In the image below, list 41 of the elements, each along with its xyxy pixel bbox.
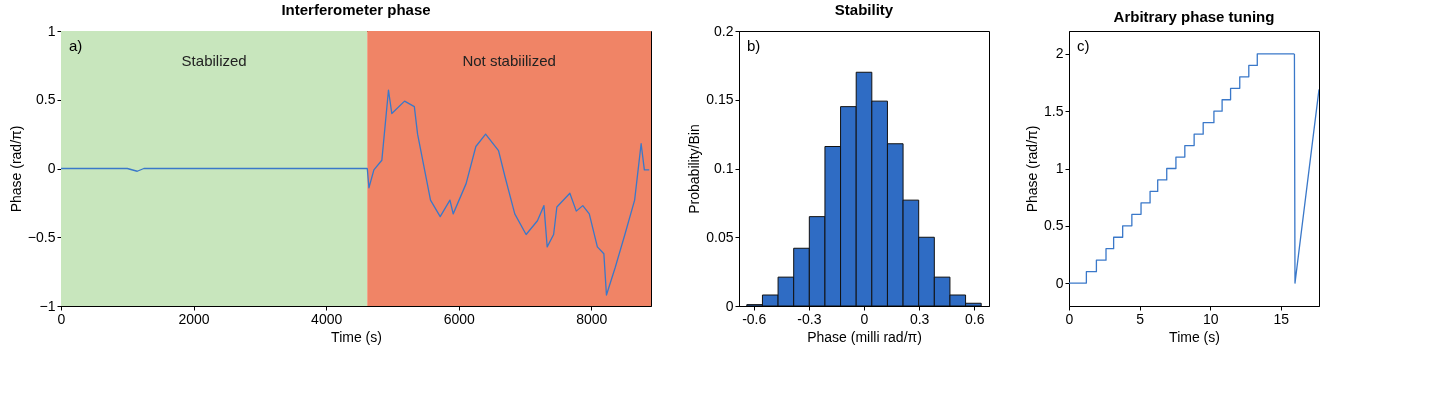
band-label: Stabilized [181, 52, 247, 69]
annotation: c) [1077, 37, 1090, 54]
y-tick-label: 1 [1055, 160, 1064, 176]
y-tick-label: 0.05 [706, 228, 734, 245]
y-tick-label: 0.5 [1044, 217, 1064, 234]
y-tick-label: 0 [47, 160, 56, 176]
y-tick-label: 1.5 [1044, 102, 1064, 119]
chart-title: Stability [834, 1, 894, 18]
y-tick-label: 0.1 [714, 160, 734, 176]
x-tick-label: 0 [860, 310, 869, 327]
y-tick-label: −1 [39, 297, 56, 314]
x-axis-title: Time (s) [1169, 328, 1220, 345]
y-axis-title: Phase (rad/π) [1024, 125, 1041, 213]
chart-title: Interferometer phase [281, 1, 431, 18]
y-tick-label: 0.2 [714, 22, 734, 39]
x-tick-label: 10 [1202, 310, 1219, 327]
x-axis-title: Time (s) [331, 328, 382, 345]
annotation: b) [747, 37, 761, 54]
annotation: a) [69, 37, 83, 54]
y-tick-label: −0.5 [27, 228, 56, 245]
y-axis-title: Phase (rad/π) [7, 125, 24, 213]
band-label: Not stabiilized [462, 52, 556, 69]
x-tick-label: 2000 [178, 310, 210, 327]
y-tick-label: 0 [725, 297, 734, 314]
x-tick-label: 4000 [311, 310, 343, 327]
y-tick-label: 0 [1055, 274, 1064, 291]
x-tick-label: 15 [1273, 310, 1290, 327]
x-tick-label: 8000 [576, 310, 608, 327]
x-tick-label: 0.3 [909, 310, 930, 327]
y-axis-title: Probability/Bin [686, 124, 703, 214]
x-tick-label: 5 [1136, 310, 1145, 327]
y-tick-label: 0.5 [36, 91, 56, 108]
y-tick-label: 2 [1055, 45, 1064, 62]
x-tick-label: 6000 [443, 310, 476, 327]
x-axis-title: Phase (milli rad/π) [807, 328, 922, 345]
x-tick-label: -0.6 [742, 310, 767, 327]
chart-title: Arbitrary phase tuning [1113, 8, 1275, 25]
y-tick-label: 1 [47, 22, 56, 39]
x-tick-label: -0.3 [797, 310, 822, 327]
y-tick-label: 0.15 [706, 91, 734, 108]
x-tick-label: 0.6 [965, 310, 985, 327]
